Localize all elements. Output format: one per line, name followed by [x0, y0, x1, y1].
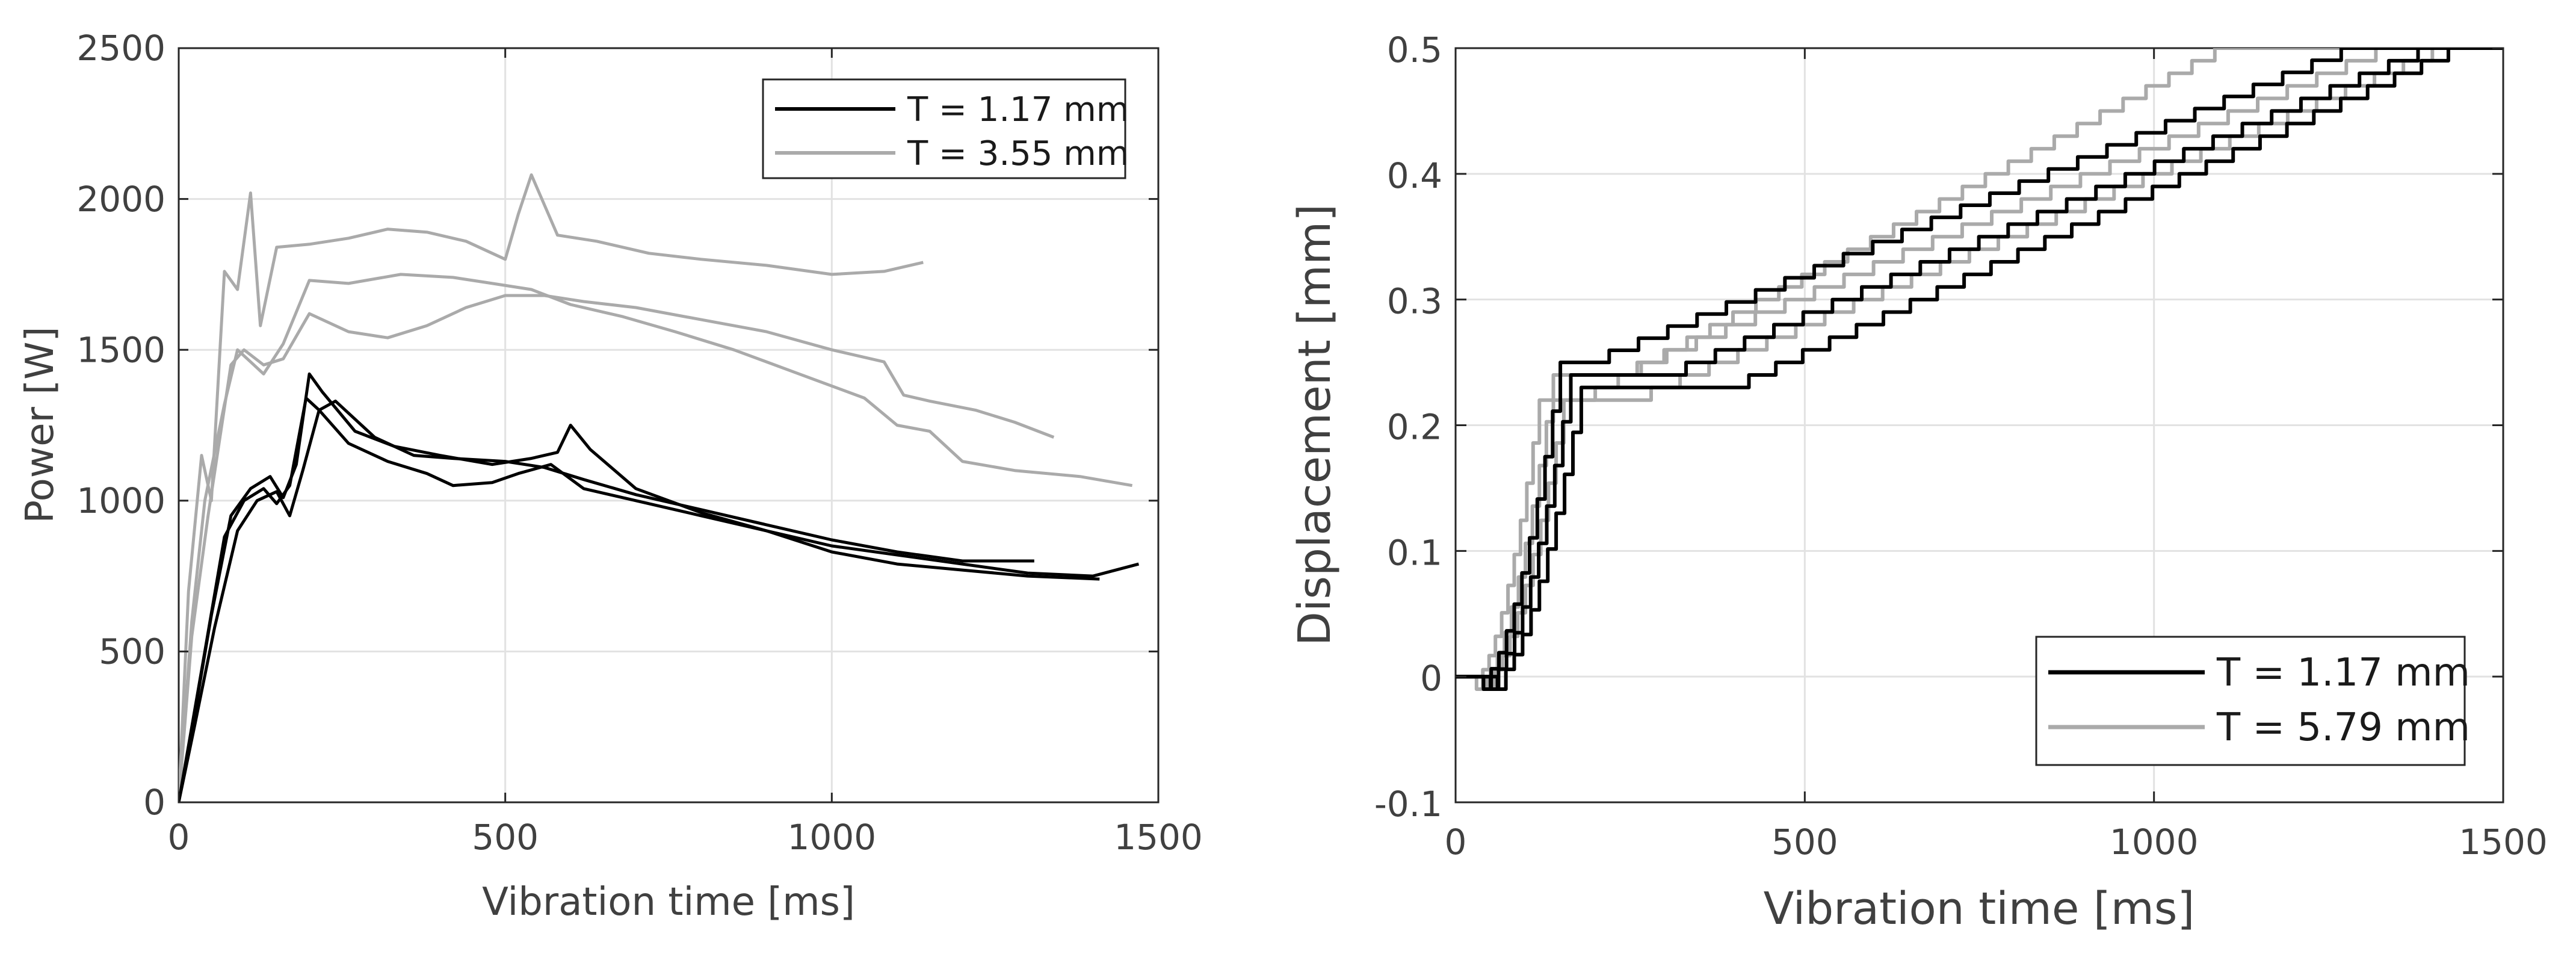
- displacement-x-tick-label: 1500: [2459, 822, 2548, 862]
- displacement-y-tick-labels: -0.1 0 0.1 0.2 0.3 0.4 0.5: [1374, 29, 1442, 825]
- power-series-line-1: [179, 396, 1140, 802]
- displacement-y-tick-label: 0.1: [1387, 532, 1442, 573]
- displacement-y-tick-label: 0.2: [1387, 407, 1442, 448]
- displacement-y-tick-label: -0.1: [1374, 784, 1442, 825]
- power-y-tick-label: 2000: [76, 179, 165, 220]
- displacement-series-line-1: [1456, 48, 2503, 691]
- displacement-x-axis-label: Vibration time [ms]: [1764, 883, 2195, 935]
- power-axis-ticks: [178, 47, 1160, 804]
- power-series-line-5: [179, 273, 1133, 802]
- displacement-chart: 0 500 1000 1500 -0.100.10.20.30.40.5 Vibrat…: [1289, 29, 2548, 935]
- displacement-x-tick-labels: 0 500 1000 1500: [1445, 822, 2548, 862]
- displacement-y-axis-label: Displacement [mm]: [1289, 204, 1341, 646]
- displacement-series-group: [1456, 48, 2503, 691]
- power-legend: T = 1.17 mm T = 3.55 mm: [762, 78, 1129, 179]
- power-legend-box: [762, 78, 1126, 179]
- power-x-tick-label: 1500: [1114, 817, 1203, 858]
- power-y-axis-label: Power [W]: [18, 326, 63, 523]
- power-y-tick-label: 1000: [76, 480, 165, 521]
- power-series-line-2: [179, 372, 1100, 802]
- displacement-legend-label-2: T = 5.79 mm: [2216, 705, 2470, 750]
- power-legend-label-1: T = 1.17 mm: [907, 90, 1129, 129]
- power-series-group: [179, 173, 1140, 802]
- displacement-y-tick-label: 0.5: [1387, 29, 1442, 70]
- power-series-line-3: [179, 399, 1034, 802]
- displacement-axis-ticks: [1454, 47, 2504, 804]
- displacement-x-tick-label: 1000: [2110, 822, 2199, 862]
- displacement-legend-label-1: T = 1.17 mm: [2216, 651, 2470, 695]
- power-x-tick-label: 500: [472, 817, 539, 858]
- power-x-tick-label: 0: [168, 817, 190, 858]
- displacement-series-line-3: [1456, 48, 2503, 691]
- displacement-x-tick-label: 0: [1445, 822, 1467, 862]
- power-x-tick-labels: 0 500 1000 1500: [168, 817, 1203, 858]
- displacement-y-tick-label: 0: [1420, 658, 1442, 699]
- displacement-series-line-2: [1456, 48, 2503, 691]
- displacement-y-tick-label: 0.4: [1387, 155, 1442, 196]
- power-x-axis-label: Vibration time [ms]: [482, 880, 855, 924]
- displacement-legend: T = 1.17 mm T = 5.79 mm: [2035, 636, 2470, 766]
- power-y-tick-labels: 0 500 1000 1500 2000 2500: [76, 28, 165, 823]
- power-y-tick-label: 500: [99, 631, 165, 672]
- displacement-x-tick-label: 500: [1771, 822, 1838, 862]
- power-y-tick-label: 2500: [76, 28, 165, 69]
- displacement-y-tick-label: 0.3: [1387, 281, 1442, 322]
- displacement-series-line-4: [1456, 48, 2503, 691]
- power-chart: 0 500 1000 1500 0 500 1000 1500 2000 2500 Vibrat…: [18, 28, 1203, 924]
- displacement-series-line-5: [1456, 48, 2503, 691]
- power-x-tick-label: 1000: [788, 817, 877, 858]
- power-plot-area: [178, 47, 1160, 804]
- power-y-tick-label: 1500: [76, 329, 165, 370]
- power-legend-label-2: T = 3.55 mm: [907, 134, 1129, 173]
- displacement-series-line-6: [1456, 48, 2503, 691]
- power-y-tick-label: 0: [143, 782, 165, 823]
- displacement-legend-box: [2035, 636, 2466, 766]
- power-series-line-4: [179, 173, 924, 802]
- power-series-line-6: [179, 294, 1055, 802]
